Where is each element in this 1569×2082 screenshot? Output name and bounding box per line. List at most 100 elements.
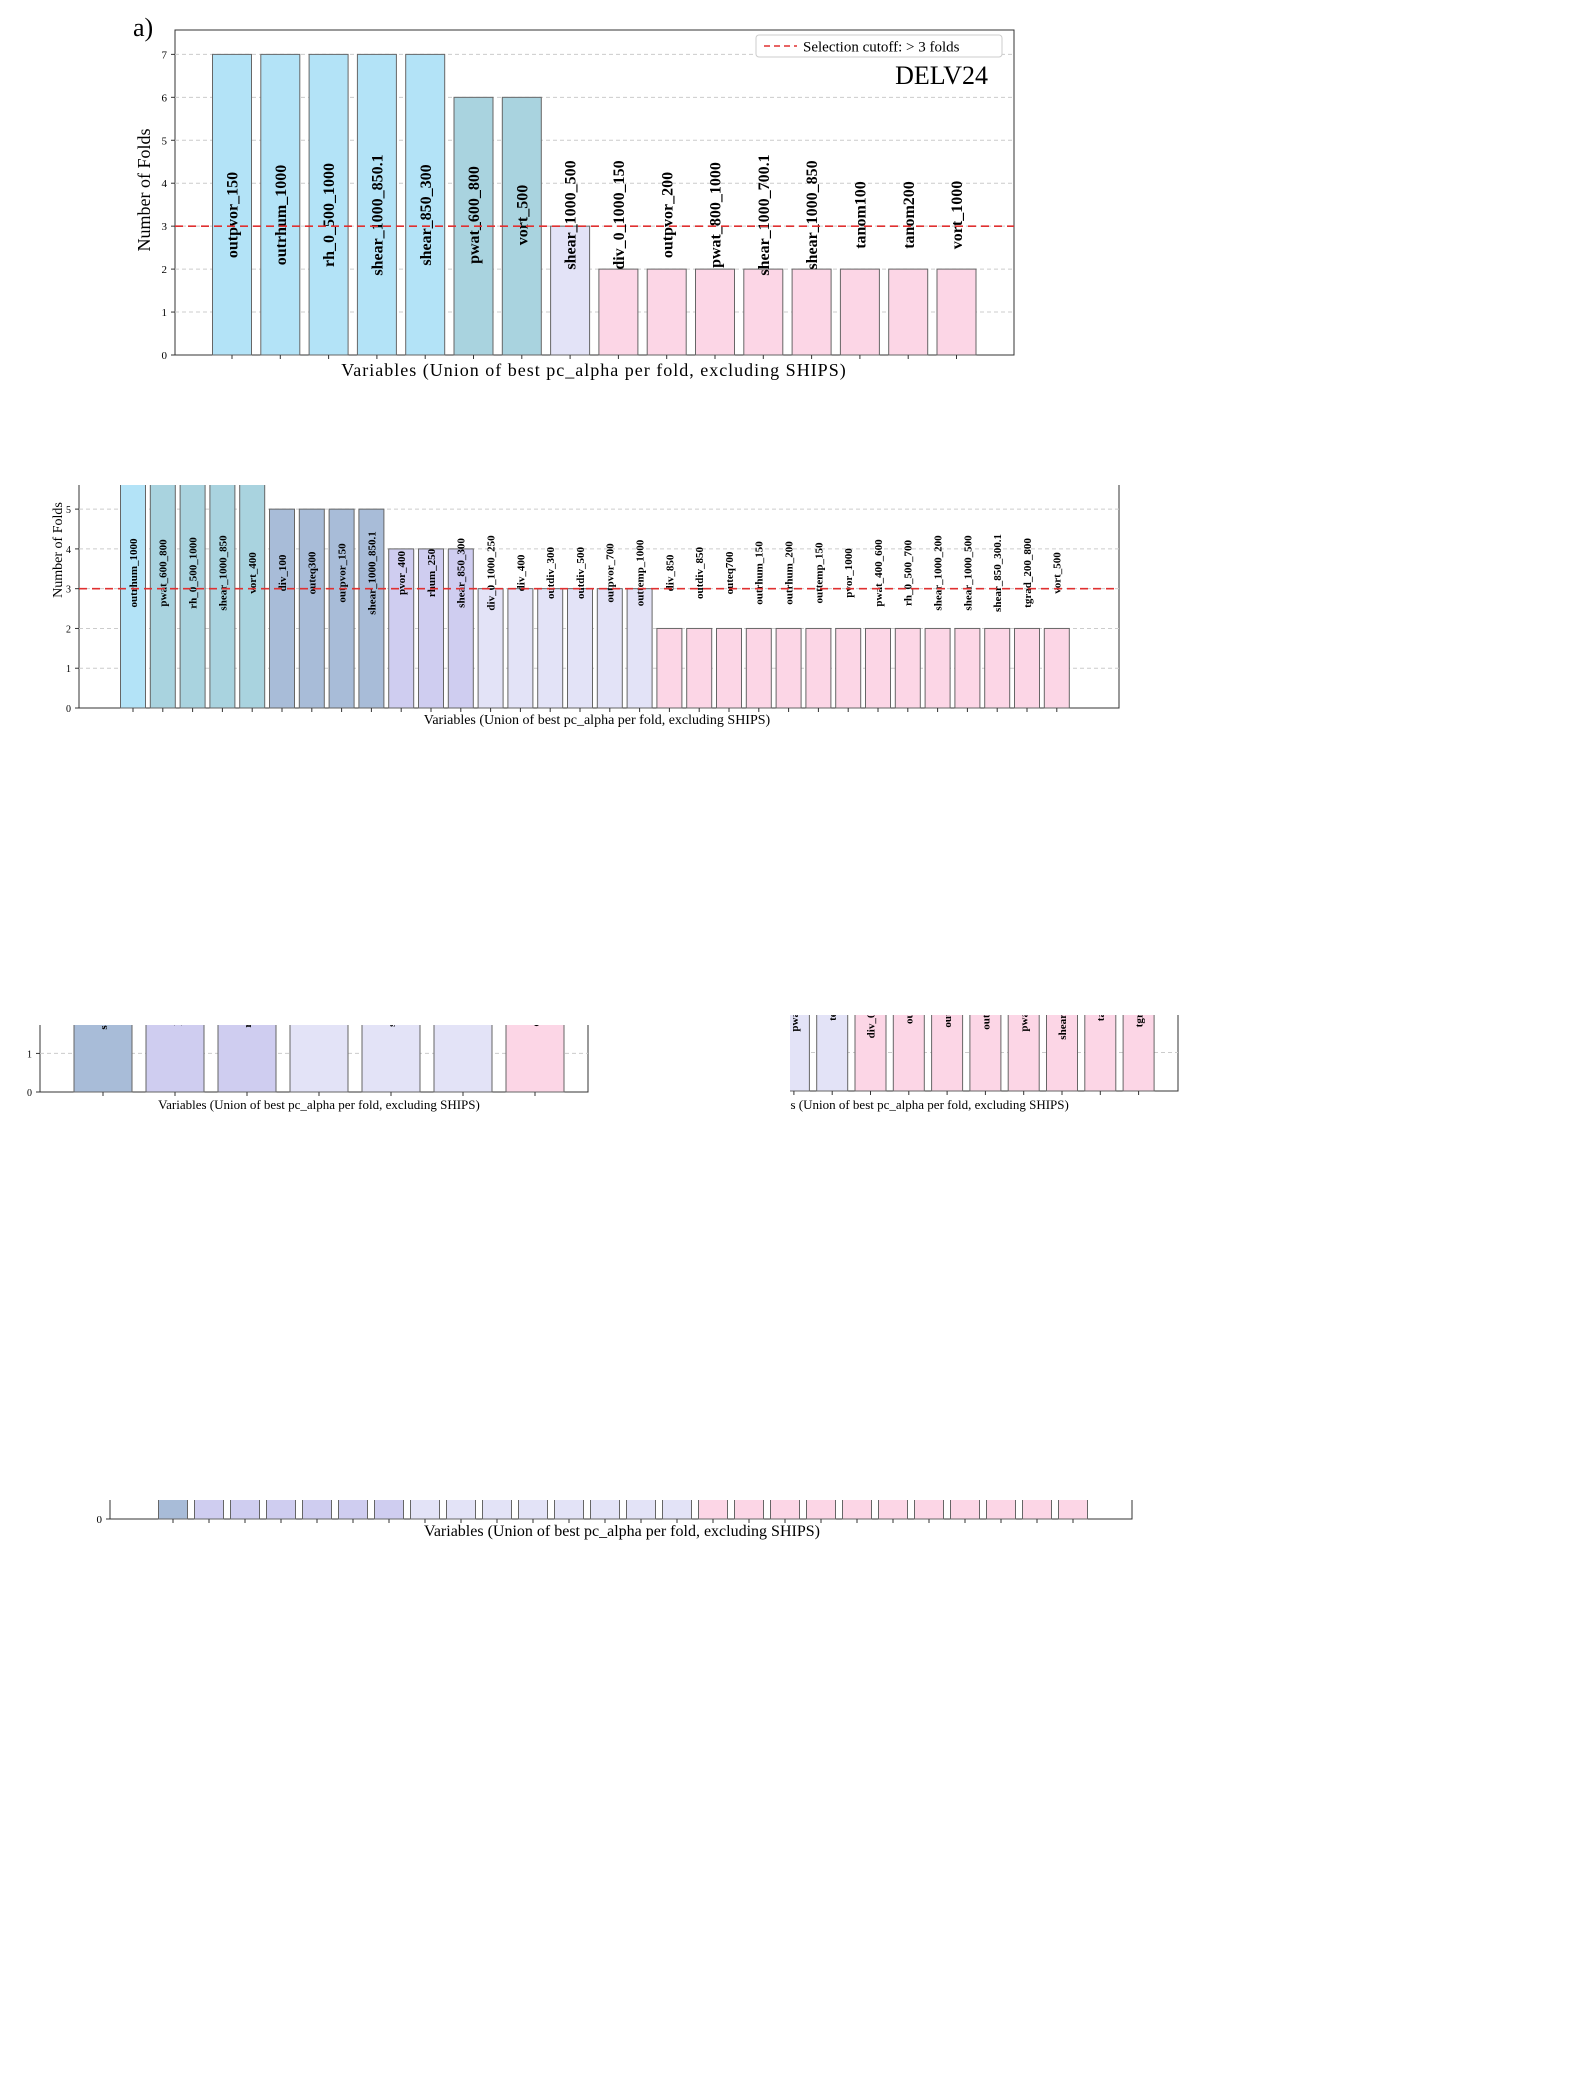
bar-label: outrhum_200 (783, 541, 795, 605)
bar (158, 1500, 188, 1520)
bar (505, 1025, 565, 1093)
y-axis-title: Number of Folds (51, 502, 66, 598)
bar (328, 508, 355, 709)
bar-label: tgrad_200_800 (1022, 538, 1034, 608)
bar-label: outrhum_1000 (530, 1025, 542, 1027)
bar (770, 1500, 800, 1520)
bar (374, 1500, 404, 1520)
bar-label: outdiv_850 (694, 547, 706, 599)
bar (839, 268, 880, 356)
y-tick-label: 5 (162, 135, 168, 147)
y-tick-label: 1 (162, 307, 168, 319)
bar (775, 627, 802, 709)
x-axis-title: Variables (Union of best pc_alpha per fo… (790, 1097, 1069, 1112)
bar (550, 225, 591, 356)
bar (1022, 1500, 1052, 1520)
bar-label: shear_850_300.1 (992, 534, 1004, 612)
bar (194, 1500, 224, 1520)
bar (662, 1500, 692, 1520)
y-tick-label: 0 (27, 1088, 32, 1099)
bar-label: outrhum_150 (754, 541, 766, 605)
chart-panel-d: d)01234567outrhum_150gpot_1000shear_1000… (790, 1015, 1179, 1112)
bar (446, 1500, 476, 1520)
bar (507, 588, 534, 709)
bar (554, 1500, 584, 1520)
axes-frame (109, 1500, 1133, 1520)
bar-label: shear_1000_850.1 (370, 154, 387, 275)
bar-label: shear_1000_850 (98, 1025, 110, 1030)
bar-label: rhum_250 (426, 548, 438, 597)
bar-label: vort_400 (247, 552, 259, 594)
bar-label: outpvor_500 (942, 1015, 954, 1028)
bar (302, 1500, 332, 1520)
bar (894, 627, 921, 709)
bar (217, 1025, 277, 1093)
y-tick-label: 1 (27, 1049, 32, 1060)
axes-frame (174, 29, 1015, 356)
y-tick-label: 0 (66, 704, 71, 715)
bar-label: shear_1000_300.1 (1057, 1015, 1069, 1040)
bar-label: shear_850_300 (456, 538, 468, 608)
bar-label: outeq300 (307, 551, 319, 594)
bar (338, 1500, 368, 1520)
bar-label: outpvor_150 (336, 543, 348, 603)
bar (716, 627, 742, 709)
bar-label: shear_1000_500 (962, 535, 974, 611)
bar (816, 1015, 849, 1092)
legend-box (755, 34, 1003, 58)
bar-label: shear_1000_850 (804, 160, 821, 269)
bar (878, 1500, 908, 1520)
bar-label: pwat_600_800 (1019, 1015, 1031, 1032)
y-tick-label: 4 (66, 545, 71, 556)
bar (892, 1015, 925, 1092)
x-axis-title: Variables (Union of best pc_alpha per fo… (424, 1523, 820, 1540)
bar-label: pvor_400 (396, 551, 408, 596)
x-axis-title: Variables (Union of best pc_alpha per fo… (424, 713, 771, 728)
bar (1084, 1015, 1117, 1092)
bar (518, 1500, 548, 1520)
bar-label: vort_500 (514, 185, 531, 245)
bar (433, 1025, 493, 1093)
bar-label: pwat_400_600 (873, 539, 885, 607)
bar (865, 627, 891, 709)
bar-label: vort_500 (1052, 552, 1064, 594)
bar (482, 1500, 512, 1520)
y-tick-label: 7 (162, 49, 168, 61)
legend-label: Selection cutoff: > 3 folds (803, 39, 960, 55)
bar (842, 1500, 872, 1520)
bar-label: tanom100 (853, 181, 870, 249)
bar (266, 1500, 296, 1520)
chart-panel-a: a) 0 1 2 3 4 5 6 7 outpvor_150 outrhum_1000 rh_0_50… (133, 13, 1015, 381)
bar-label: div_0_1000_150 (611, 160, 628, 269)
y-tick-label: 0 (97, 1514, 103, 1526)
bar (986, 1500, 1016, 1520)
bar (447, 548, 474, 709)
bar (695, 268, 735, 356)
bar-label: outrhum_1000 (273, 165, 290, 265)
bar (269, 508, 295, 709)
bar-label: outtemp_1000 (634, 539, 646, 606)
bar (686, 627, 713, 709)
bar (388, 548, 415, 709)
bar-label: outdiv_700 (904, 1015, 916, 1024)
chart-title: DELV24 (895, 61, 988, 90)
bar-label: div_100 (277, 554, 289, 591)
bar (356, 53, 397, 356)
bar (590, 1500, 620, 1520)
chart-panel-e: e)01234567shear_1000_850.1div_0_1000_100… (97, 1500, 1133, 1540)
bar (969, 1015, 1002, 1092)
bar-label: pwat_600_800 (158, 539, 170, 607)
bar (596, 588, 623, 709)
bar-label: shear_1000_700.1 (756, 154, 773, 275)
y-tick-label: 2 (162, 264, 168, 276)
bar (418, 548, 444, 709)
bar (1058, 1500, 1088, 1520)
bar (212, 53, 252, 356)
y-tick-label: 4 (162, 178, 168, 190)
bar-label: shear_850_300 (386, 1025, 398, 1027)
bar (145, 1025, 205, 1093)
bar (931, 1015, 964, 1092)
bar (888, 268, 929, 356)
bar (805, 627, 832, 709)
bar-label: div_400 (515, 554, 527, 591)
